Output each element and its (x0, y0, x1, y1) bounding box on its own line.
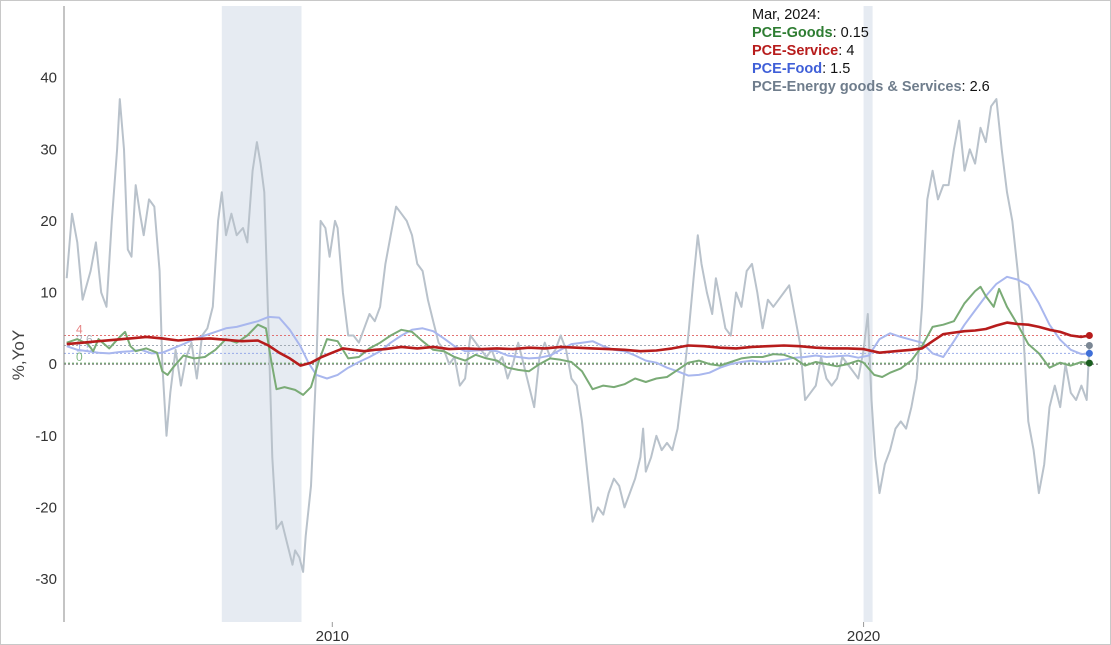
series-line (65, 98, 1091, 573)
series-endpoints (1085, 331, 1093, 367)
legend-series-value: 0.15 (840, 25, 869, 41)
legend-series-name: PCE-Goods (752, 25, 833, 41)
legend-series-name: PCE-Service (752, 43, 839, 59)
y-tick-label: 10 (40, 285, 57, 302)
legend-entry-goods: PCE-Goods: 0.15 (752, 25, 869, 41)
y-tick-label: -20 (35, 499, 57, 516)
y-tick-label: -30 (35, 571, 57, 588)
legend-date: Mar, 2024: (752, 7, 821, 23)
legend-series-value: 2.6 (969, 79, 990, 95)
legend-series-name: PCE-Food (752, 61, 823, 77)
legend-entry-food: PCE-Food: 1.5 (752, 61, 851, 77)
legend-entry-energy: PCE-Energy goods & Services: 2.6 (752, 79, 990, 95)
legend-series-value: 4 (846, 43, 855, 59)
y-tick-label: 20 (40, 213, 57, 230)
series-endpoint-dot (1085, 349, 1093, 357)
y-tick-label: 40 (40, 70, 57, 87)
recession-bands (221, 6, 873, 622)
recession-band (221, 6, 302, 622)
x-tick-label: 2010 (316, 628, 349, 645)
y-tick-label: 30 (40, 141, 57, 158)
series-endpoint-dot (1085, 331, 1093, 339)
series-lines (65, 98, 1091, 573)
legend: Mar, 2024: PCE-Goods: 0.15 PCE-Service: … (752, 6, 990, 96)
series-endpoint-dot (1085, 342, 1093, 350)
legend-series-name: PCE-Energy goods & Services (752, 79, 962, 95)
y-axis-label: %,YoY (9, 330, 28, 380)
series-endpoint-dot (1085, 359, 1093, 367)
legend-series-value: 1.5 (830, 61, 851, 77)
reference-line-label: 4 (76, 322, 83, 336)
series-line (66, 275, 1090, 380)
y-tick-label: -10 (35, 428, 57, 445)
series-line (66, 321, 1090, 367)
legend-entry-service: PCE-Service: 4 (752, 43, 855, 59)
reference-line-label: 0 (76, 350, 83, 364)
series-line (66, 285, 1090, 396)
x-tick-label: 2020 (847, 628, 880, 645)
y-tick-label: 0 (49, 356, 57, 373)
